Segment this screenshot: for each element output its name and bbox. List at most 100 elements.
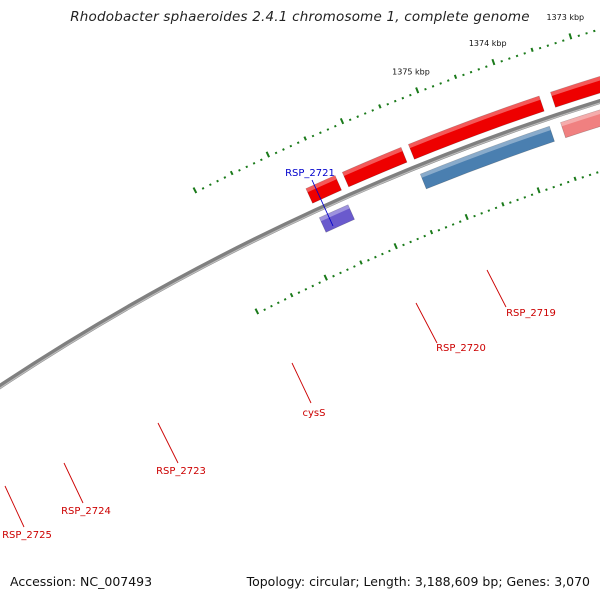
outer-tick <box>333 124 337 128</box>
inner-tick <box>304 287 308 291</box>
backbone-highlight <box>0 102 600 389</box>
genes-value: 3,070 <box>554 574 590 589</box>
outer-tick <box>303 136 307 141</box>
gene-cyss-track[interactable] <box>560 90 600 139</box>
outer-tick <box>265 151 271 158</box>
gene-label-rsp-2723[interactable]: RSP_2723 <box>156 466 206 477</box>
outer-tick <box>439 82 442 85</box>
outer-tick <box>462 73 465 77</box>
gene-label-cyss[interactable]: cysS <box>303 408 326 419</box>
inner-tick <box>596 171 599 174</box>
outer-tick <box>238 168 241 172</box>
inner-tick <box>323 274 328 281</box>
outer-tick <box>363 112 367 115</box>
gene-rsp-2723-track-shine <box>420 126 551 178</box>
outer-tick <box>500 59 503 63</box>
inner-tick <box>423 234 427 238</box>
leader-line-cyss <box>291 362 312 404</box>
chromosome-backbone <box>0 98 600 390</box>
outer-tick <box>401 96 405 100</box>
gene-rsp-2723-track[interactable] <box>419 125 555 190</box>
outer-tick <box>409 93 412 97</box>
outer-tick <box>469 70 473 74</box>
outer-tick <box>485 65 488 68</box>
gene-rsp-2725-track[interactable] <box>318 204 355 233</box>
outer-tick <box>356 115 360 118</box>
gene-rsp-2725-track-shine <box>319 204 350 222</box>
inner-tick <box>297 291 301 294</box>
inner-tick <box>270 304 273 308</box>
inner-tick <box>332 274 335 278</box>
outer-tick <box>282 148 285 151</box>
inner-tick <box>545 188 548 191</box>
outer-tick <box>415 87 420 94</box>
inner-tick <box>276 301 280 305</box>
inner-tick <box>516 198 519 202</box>
gene-cyss-cds[interactable] <box>550 60 600 108</box>
leader-line-rsp-2725 <box>4 485 25 528</box>
inner-tick <box>359 260 363 265</box>
outer-tick <box>192 187 198 194</box>
gene-cyss-cds-shine <box>550 76 600 96</box>
length-value: 3,188,609 bp <box>414 574 499 589</box>
length-label: Length: <box>363 574 411 589</box>
inner-tick <box>283 298 287 301</box>
inner-tick <box>566 180 570 184</box>
gene-label-rsp-2725[interactable]: RSP_2725 <box>2 530 52 541</box>
inner-tick <box>552 185 555 189</box>
inner-tick <box>523 196 527 199</box>
outer-tick <box>296 141 300 145</box>
inner-tick <box>402 243 405 247</box>
outer-tick <box>378 104 382 109</box>
outer-tick <box>446 79 450 82</box>
outer-tick <box>339 118 345 125</box>
outer-tick <box>530 47 534 53</box>
outer-tick <box>568 33 573 40</box>
gene-label-rsp-2724[interactable]: RSP_2724 <box>61 506 111 517</box>
outer-tick <box>229 170 234 176</box>
outer-tick <box>223 176 227 179</box>
tick-label-1373: 1373 kbp <box>546 13 584 22</box>
gene-rsp-2724-cds[interactable] <box>341 147 408 188</box>
outer-tick <box>252 161 256 165</box>
gene-rsp-2725-cds[interactable] <box>305 175 342 204</box>
gene-rsp-2723-cds-shine <box>408 96 541 149</box>
inner-tick <box>464 213 469 221</box>
leader-line-rsp-2721 <box>311 179 334 227</box>
outer-tick <box>319 131 322 135</box>
inner-tick <box>388 249 391 253</box>
gene-rsp-2723-cds[interactable] <box>408 95 545 160</box>
outer-tick <box>289 144 293 148</box>
inner-tick <box>353 265 356 268</box>
accession-label: Accession: <box>10 574 77 589</box>
genome-summary: Topology: circular; Length: 3,188,609 bp… <box>246 574 590 589</box>
inner-tick <box>346 268 349 272</box>
tick-layer: 1368 kbp1369 kbp1370 kbp1371 kbp1372 kbp… <box>192 13 599 315</box>
inner-tick <box>437 228 441 232</box>
outer-tick <box>593 29 596 33</box>
outer-tick <box>477 68 481 71</box>
outer-tick <box>523 52 526 55</box>
inner-tick <box>573 176 577 182</box>
outer-tick <box>348 118 352 122</box>
tick-label-1374: 1374 kbp <box>469 39 507 48</box>
leader-line-rsp-2720 <box>415 302 438 344</box>
inner-tick <box>487 209 491 212</box>
gene-rsp-2724-cds-shine <box>342 147 403 176</box>
outer-tick <box>577 34 581 38</box>
inner-tick <box>311 284 315 288</box>
inner-tick <box>458 220 462 223</box>
inner-tick <box>381 252 384 256</box>
gene-label-rsp-2719[interactable]: RSP_2719 <box>506 308 556 319</box>
gene-label-rsp-2721[interactable]: RSP_2721 <box>285 168 335 179</box>
outer-tick <box>431 85 435 88</box>
outer-tick <box>491 58 496 66</box>
inner-tick <box>473 214 476 218</box>
inner-tick <box>509 201 512 204</box>
gene-label-rsp-2720[interactable]: RSP_2720 <box>436 343 486 354</box>
inner-tick <box>416 237 419 241</box>
inner-tick <box>536 187 541 194</box>
accession-text: Accession: NC_007493 <box>10 574 152 589</box>
outer-tick <box>393 99 397 103</box>
inner-tick <box>374 255 377 259</box>
